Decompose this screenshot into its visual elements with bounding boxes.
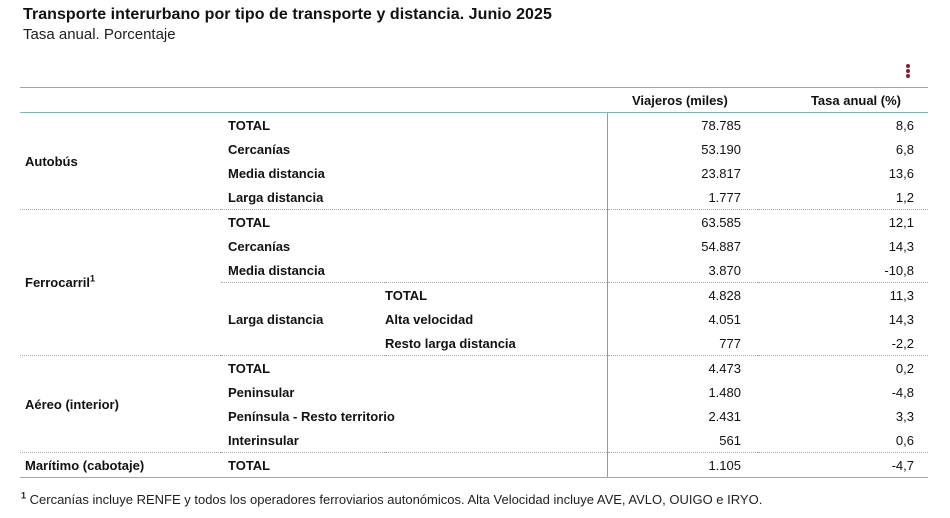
table-row: Peninsular 1.480 -4,8 [20,380,928,404]
table-row: Ferrocarril1 TOTAL 63.585 12,1 [20,209,928,356]
row-label: TOTAL [228,214,271,230]
row-label: TOTAL [221,452,607,478]
viajeros-cell: 3.870 [606,258,758,283]
row-label: TOTAL [228,117,271,133]
menu-dot [906,69,910,73]
viajeros-cell: 561 [606,428,758,453]
table-row: Aéreo (interior) TOTAL 4.473 0,2 [20,355,928,453]
tasa-cell: 3,3 [895,408,914,424]
viajeros-cell: 1.777 [606,185,758,210]
tasa-cell: 8,6 [895,117,914,133]
tasa-cell: 14,3 [888,311,914,327]
viajeros-cell: 4.473 [606,355,758,380]
row-label: Media distancia [221,258,607,283]
page-title: Transporte interurbano por tipo de trans… [23,6,552,23]
row-label: Larga distancia [221,185,607,210]
footnote-marker: 1 [90,273,96,284]
viajeros-cell: 4.051 [606,307,758,331]
row-label: Interinsular [221,428,607,453]
data-table-container: Viajeros (miles) Tasa anual (%) Autobús … [20,87,928,478]
row-group-label-aereo: Aéreo (interior) [20,355,221,453]
transport-table: Viajeros (miles) Tasa anual (%) Autobús … [20,87,928,478]
viajeros-cell: 4.828 [606,282,758,307]
tasa-cell: 0,2 [895,360,914,376]
table-row: Media distancia 23.817 13,6 [20,161,928,185]
row-label: Resto larga distancia [385,331,607,356]
table-row: Interinsular 561 0,6 [20,428,928,453]
footnote-text: Cercanías incluye RENFE y todos los oper… [26,492,763,507]
row-group-label-maritimo: Marítimo (cabotaje) [20,452,221,478]
tasa-cell: 0,6 [758,428,928,453]
row-label: Alta velocidad [385,311,474,327]
tasa-cell: 1,2 [758,185,928,210]
row-label: Peninsular [228,384,295,400]
table-row: Media distancia 3.870 -10,8 [20,258,928,283]
table-row: Larga distancia 1.777 1,2 [20,185,928,210]
table-row: Cercanías 54.887 14,3 [20,234,928,258]
tasa-cell: -2,2 [758,331,928,356]
row-label: Península - Resto territorio [228,408,395,424]
tasa-cell: 14,3 [888,238,914,254]
row-group-label-autobus: Autobús [20,112,221,210]
viajeros-cell: 2.431 [606,404,758,428]
row-subgroup-label-larga-distancia: Larga distancia [221,282,385,356]
column-header-tasa: Tasa anual (%) [758,87,928,113]
viajeros-cell: 23.817 [606,161,758,185]
header-empty-cell [221,87,385,113]
viajeros-cell: 63.585 [606,209,758,234]
tasa-cell: -10,8 [758,258,928,283]
table-row: Península - Resto territorio 2.431 3,3 [20,404,928,428]
tasa-cell: 11,3 [889,287,914,303]
viajeros-cell: 78.785 [606,112,758,137]
row-label: Cercanías [228,141,291,157]
row-label: TOTAL [385,287,428,303]
table-row: Larga distancia TOTAL 4.828 11,3 [20,282,928,356]
viajeros-cell: 53.190 [606,137,758,161]
table-row: Cercanías 53.190 6,8 [20,137,928,161]
row-label: TOTAL [228,360,271,376]
tasa-cell: -4,8 [891,384,914,400]
viajeros-cell: 777 [606,331,758,356]
menu-dot [906,74,910,78]
table-row: Marítimo (cabotaje) TOTAL 1.105 -4,7 [20,452,928,478]
tasa-cell: -4,7 [758,452,928,478]
table-row: Resto larga distancia 777 -2,2 [20,331,928,356]
footnote-marker: 1 [21,490,27,501]
tasa-cell: 6,8 [895,141,914,157]
page-subtitle: Tasa anual. Porcentaje [23,26,176,43]
header-empty-cell [20,87,221,113]
column-header-viajeros: Viajeros (miles) [607,87,758,113]
table-row: Autobús TOTAL 78.785 8,6 [20,112,928,210]
menu-dot [906,64,910,68]
footnote: 1 Cercanías incluye RENFE y todos los op… [21,490,763,507]
row-label: Media distancia [228,165,325,181]
table-row: Alta velocidad 4.051 14,3 [20,307,928,331]
table-header-row: Viajeros (miles) Tasa anual (%) [20,87,928,113]
row-label: Cercanías [228,238,291,254]
viajeros-cell: 1.480 [606,380,758,404]
row-group-label-ferrocarril: Ferrocarril1 [20,209,221,356]
viajeros-cell: 1.105 [606,452,758,478]
vertical-dots-menu-icon[interactable] [904,64,912,80]
tasa-cell: 12,1 [888,214,914,230]
tasa-cell: 13,6 [888,165,914,181]
group-label-text: Ferrocarril [25,275,91,290]
header-empty-cell [385,87,607,113]
viajeros-cell: 54.887 [606,234,758,258]
